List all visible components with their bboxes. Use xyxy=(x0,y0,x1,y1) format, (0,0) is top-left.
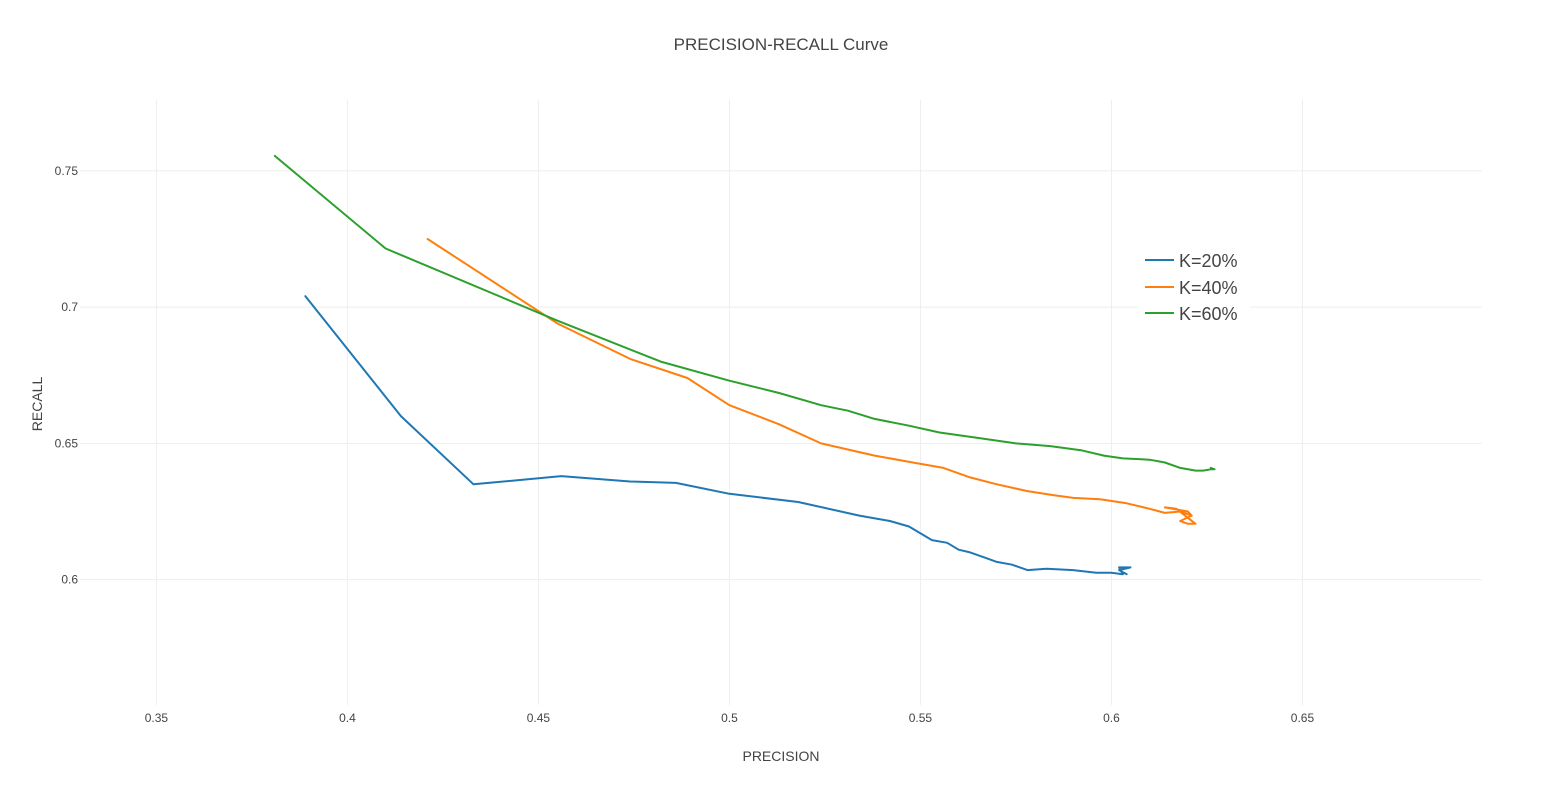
y-tick-label: 0.75 xyxy=(55,164,79,178)
series-line-k40 xyxy=(426,238,1197,525)
legend-label-k40[interactable]: K=40% xyxy=(1179,278,1238,298)
x-tick-label: 0.65 xyxy=(1291,711,1315,725)
series-line-k60 xyxy=(273,154,1216,472)
legend-label-k20[interactable]: K=20% xyxy=(1179,251,1238,271)
y-axis-label: RECALL xyxy=(29,377,45,432)
x-tick-label: 0.6 xyxy=(1103,711,1120,725)
y-tick-label: 0.7 xyxy=(61,300,78,314)
y-tick-label: 0.6 xyxy=(61,573,78,587)
series-line-k20 xyxy=(304,295,1132,576)
chart-title: PRECISION-RECALL Curve xyxy=(674,35,889,54)
y-tick-label: 0.65 xyxy=(55,436,79,450)
series-layer xyxy=(273,154,1216,576)
legend: K=20% K=40% K=60% xyxy=(1138,244,1250,332)
legend-label-k60[interactable]: K=60% xyxy=(1179,304,1238,324)
x-tick-label: 0.55 xyxy=(909,711,933,725)
x-tick-label: 0.45 xyxy=(527,711,551,725)
x-tick-label: 0.4 xyxy=(339,711,356,725)
x-tick-label: 0.35 xyxy=(145,711,169,725)
x-tick-label: 0.5 xyxy=(721,711,738,725)
tick-layer: 0.35 0.4 0.45 0.5 0.55 0.6 0.65 0.6 0.65 0.7 0.75 xyxy=(55,164,1315,725)
x-axis-label: PRECISION xyxy=(742,748,819,764)
